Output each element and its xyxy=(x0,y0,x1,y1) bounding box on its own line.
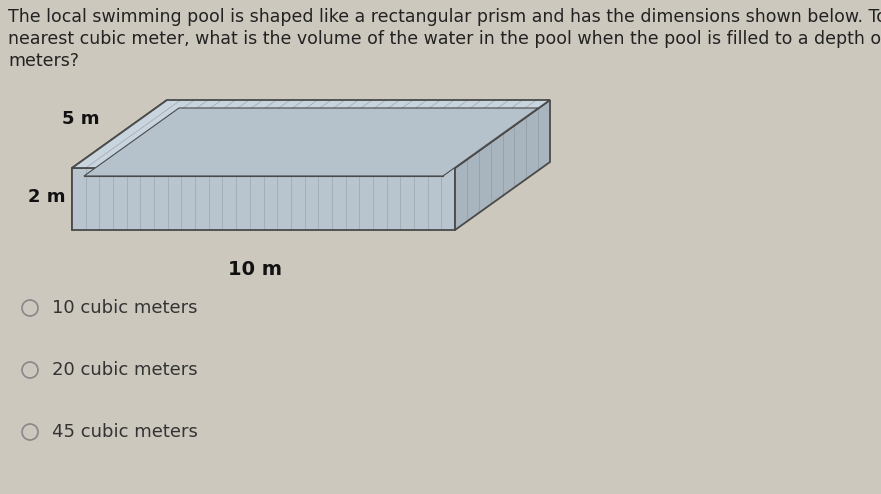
Text: 10 cubic meters: 10 cubic meters xyxy=(52,299,197,317)
Text: meters?: meters? xyxy=(8,52,79,70)
Text: nearest cubic meter, what is the volume of the water in the pool when the pool i: nearest cubic meter, what is the volume … xyxy=(8,30,881,48)
Text: 45 cubic meters: 45 cubic meters xyxy=(52,423,198,441)
Text: 5 m: 5 m xyxy=(62,110,100,128)
Text: 10 m: 10 m xyxy=(228,260,282,279)
Text: The local swimming pool is shaped like a rectangular prism and has the dimension: The local swimming pool is shaped like a… xyxy=(8,8,881,26)
Polygon shape xyxy=(455,100,550,230)
Polygon shape xyxy=(72,168,455,230)
Text: 20 cubic meters: 20 cubic meters xyxy=(52,361,197,379)
Polygon shape xyxy=(72,100,550,168)
Polygon shape xyxy=(84,108,538,176)
Polygon shape xyxy=(72,100,167,230)
Text: 2 m: 2 m xyxy=(28,188,65,206)
